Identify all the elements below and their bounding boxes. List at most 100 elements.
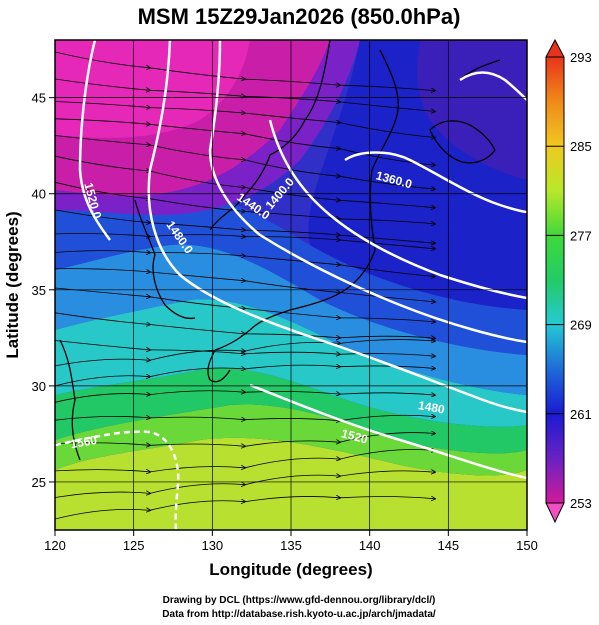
- streamline-28: [55, 209, 150, 223]
- streamline-27: [339, 218, 435, 224]
- streamline-35: [339, 239, 435, 249]
- contour-northeast: [459, 71, 527, 101]
- coastline-hokkaido: [429, 120, 496, 164]
- streamline-54: [244, 352, 340, 354]
- streamline-77: [149, 466, 245, 473]
- colorbar-body: [545, 56, 565, 504]
- streamline-48: [55, 312, 150, 325]
- streamline-85: [149, 501, 245, 511]
- streamline-74: [244, 441, 340, 447]
- streamline-82: [244, 475, 340, 486]
- streamline-50: [244, 333, 340, 338]
- colorbar-ticks: 293 285 277 269 261 253: [546, 50, 592, 511]
- colorbar-label-269: 269: [570, 318, 592, 333]
- x-tick-label-120: 120: [44, 538, 66, 553]
- streamline-81: [149, 484, 245, 494]
- streamline-40: [55, 268, 150, 272]
- band-green: [55, 368, 527, 454]
- streamline-78: [244, 458, 340, 469]
- streamline-23: [339, 199, 435, 207]
- streamline-34: [244, 236, 340, 240]
- streamline-52: [55, 340, 150, 350]
- streamline-51: [339, 336, 435, 338]
- streamline-60: [55, 376, 150, 387]
- coastline-kyushu: [207, 349, 231, 383]
- y-tick-label-25: 25: [32, 475, 46, 490]
- streamline-61: [149, 368, 245, 378]
- streamline-12: [55, 118, 150, 125]
- streamline-65: [149, 391, 245, 395]
- contour-1520-west: [78, 40, 112, 241]
- colorbar-label-285: 285: [570, 139, 592, 154]
- contour-label-1480-south: 1480: [417, 398, 446, 416]
- streamline-70: [244, 418, 340, 420]
- streamline-20: [55, 155, 150, 171]
- contour-1440: [208, 40, 527, 344]
- streamline-17: [149, 144, 245, 160]
- contour-1560: [55, 430, 180, 530]
- streamline-67: [339, 393, 435, 395]
- streamline-63: [339, 365, 435, 369]
- colorbar: 293 285 277 269 261 253: [545, 38, 592, 524]
- streamline-16: [55, 135, 150, 146]
- lat-lon-grid: [55, 40, 527, 530]
- streamline-84: [55, 509, 150, 520]
- streamline-19: [339, 175, 435, 189]
- streamline-4: [55, 78, 150, 90]
- streamline-11: [339, 122, 435, 138]
- x-tick-label-150: 150: [516, 538, 538, 553]
- cold-core-pink: [55, 40, 250, 138]
- streamline-1: [149, 67, 245, 79]
- streamline-62: [244, 365, 340, 370]
- streamline-83: [339, 471, 435, 477]
- streamline-3: [339, 84, 435, 91]
- x-tick-label-125: 125: [123, 538, 145, 553]
- streamline-44: [55, 287, 150, 297]
- contour-label-1560: 1560: [69, 433, 98, 451]
- credit-drawing: Drawing by DCL (https://www.gfd-dennou.o…: [163, 595, 436, 606]
- x-axis-ticks: 120 125 130 135 140 145 150: [44, 530, 538, 553]
- y-tick-label-30: 30: [32, 379, 46, 394]
- streamline-10: [244, 112, 340, 123]
- contour-1360: [344, 151, 527, 214]
- streamline-0: [55, 51, 150, 68]
- streamline-55: [339, 353, 435, 357]
- plot-area: 1520.0 1480.0 1440.0 1400.0 1360.0 1480 …: [54, 39, 528, 531]
- y-axis-label: Latitude (degrees): [3, 211, 22, 358]
- y-axis-ticks: 25 30 35 40 45: [32, 91, 55, 490]
- streamline-33: [149, 235, 245, 237]
- y-tick-label-45: 45: [32, 91, 46, 106]
- streamline-46: [244, 308, 340, 318]
- streamline-15: [339, 148, 435, 165]
- contour-1400: [268, 119, 527, 300]
- streamline-31: [339, 234, 435, 243]
- streamline-80: [55, 492, 150, 498]
- streamline-76: [55, 470, 150, 472]
- streamline-5: [149, 89, 245, 96]
- colorbar-min-triangle: [545, 502, 565, 524]
- streamline-21: [149, 170, 245, 187]
- streamline-26: [244, 211, 340, 219]
- streamline-41: [149, 271, 245, 281]
- streamline-38: [244, 255, 340, 265]
- colorbar-label-277: 277: [570, 228, 592, 243]
- streamline-57: [149, 350, 245, 361]
- coastline-honshu: [214, 49, 399, 351]
- streamline-75: [339, 433, 435, 443]
- x-tick-label-130: 130: [201, 538, 223, 553]
- streamline-87: [339, 497, 435, 499]
- band-indigo: [417, 40, 527, 180]
- x-tick-label-145: 145: [437, 538, 459, 553]
- streamline-64: [55, 394, 150, 403]
- streamline-32: [55, 233, 150, 237]
- streamline-24: [55, 181, 150, 198]
- streamline-86: [244, 496, 340, 503]
- streamline-36: [55, 251, 150, 253]
- wind-streamlines: [55, 51, 435, 520]
- streamline-18: [244, 159, 340, 176]
- x-tick-label-135: 135: [280, 538, 302, 553]
- band-purple: [55, 40, 360, 215]
- coastline-korea: [134, 199, 196, 320]
- streamline-71: [339, 415, 435, 422]
